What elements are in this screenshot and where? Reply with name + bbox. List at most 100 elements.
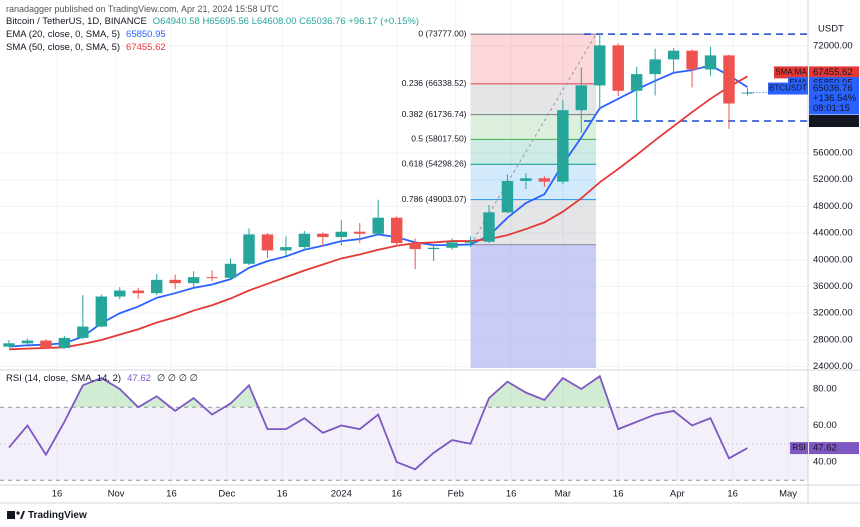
level-tag: [809, 115, 859, 128]
rsi-legend: RSI (14, close, SMA, 14, 2) 47.62 ∅ ∅ ∅ ∅: [6, 373, 204, 385]
quote: O64940.58 H65695.56 L64608.00 C65036.76 …: [152, 16, 420, 27]
sma-legend: SMA (50, close, 0, SMA, 5) 67455.62: [6, 42, 172, 54]
fib-label: 0.5 (58017.50): [411, 134, 466, 144]
candle-body: [372, 217, 384, 234]
x-tick-label: Feb: [448, 489, 464, 500]
fib-zone: [470, 83, 597, 115]
x-tick-label: Nov: [108, 489, 125, 500]
candle-body: [557, 110, 569, 182]
candle-body: [298, 233, 311, 248]
candle-layer: [3, 34, 808, 350]
x-tick-label: 16: [727, 489, 738, 500]
x-tick-label: 16: [506, 489, 517, 500]
x-tick-label: 16: [277, 489, 288, 500]
fib-trend: [470, 33, 597, 245]
legend-name: SMA (50, close, 0, SMA, 5): [6, 42, 121, 53]
candle-body: [243, 234, 255, 264]
legend-name: RSI (14, close, SMA, 14, 2): [6, 373, 122, 384]
candle-body: [667, 50, 680, 60]
candle-body: [464, 241, 477, 243]
x-tick-label: 2024: [331, 489, 352, 500]
fib-label: 0.786 (49003.07): [402, 194, 467, 204]
price-tag-value: 65036.76: [813, 83, 853, 94]
x-tick-label: May: [779, 489, 797, 500]
rsi-layer: [0, 374, 808, 481]
y-tick-label: 72000.00: [813, 41, 853, 52]
rsi-tag-name-box: [790, 442, 808, 455]
candle-body: [649, 59, 661, 75]
candle-body: [520, 178, 532, 181]
brand-logo: TradingView: [7, 510, 87, 521]
fib-zone: [470, 139, 597, 165]
candle-body: [21, 340, 34, 344]
candle-body: [40, 340, 52, 348]
rsi-tag-value: 47.62: [813, 443, 837, 454]
fib-label: 0.236 (66338.52): [402, 78, 467, 88]
candle-body: [427, 247, 440, 250]
candle-body: [704, 55, 717, 70]
tag-name: SMA:MA: [775, 68, 807, 77]
candle-body: [280, 247, 292, 251]
candle-body: [612, 45, 624, 91]
candle-body: [317, 233, 329, 238]
rsi-line: [8, 374, 748, 471]
tag-name-box: [774, 66, 808, 79]
rsi-tag-name: RSI: [792, 443, 805, 452]
fib-zone: [470, 114, 597, 140]
price-tag-countdown: 08:01:15: [813, 103, 850, 114]
price-tag-change: +136.54%: [813, 93, 857, 104]
x-tick-label: 16: [391, 489, 402, 500]
candle-body: [335, 231, 348, 238]
y-tick-label: 40000.00: [813, 254, 853, 265]
logo-mark: [16, 511, 20, 515]
level-tag-label: 60775.00: [813, 116, 853, 127]
fib-zone: [470, 164, 597, 200]
logo-mark: [20, 511, 25, 519]
symbol-title: Bitcoin / TetherUS, 1D, BINANCE: [6, 16, 147, 27]
x-tick-label: 16: [52, 489, 63, 500]
header: ranadagger published on TradingView.com,…: [6, 3, 285, 15]
candle-body: [354, 231, 366, 234]
rsi-tag-box: [809, 442, 859, 455]
fib-zone: [470, 34, 597, 84]
y-tick-label: 36000.00: [813, 281, 853, 292]
price-tag-name-box: [768, 82, 808, 95]
candle-body: [206, 277, 218, 279]
candle-body: [3, 343, 15, 347]
tag-value-box: [809, 66, 859, 79]
price-tag-box: [809, 82, 859, 115]
candle-body: [150, 279, 163, 294]
x-tick-label: Dec: [218, 489, 235, 500]
candle-body: [723, 55, 735, 104]
candle-body: [575, 85, 588, 111]
legend-extras: ∅ ∅ ∅ ∅: [156, 373, 198, 384]
fib-label: 0 (73777.00): [418, 28, 466, 38]
candle-body: [630, 74, 643, 91]
rsi-tick-label: 40.00: [813, 457, 837, 468]
candle-body: [686, 50, 698, 70]
candle-body: [594, 45, 606, 86]
price-legend: Bitcoin / TetherUS, 1D, BINANCE O64940.58…: [6, 16, 425, 28]
legend-value: 67455.62: [126, 42, 166, 53]
candle-body: [95, 296, 108, 327]
rsi-tick-label: 80.00: [813, 383, 837, 394]
x-tick-label: Mar: [555, 489, 571, 500]
candle-body: [132, 290, 144, 294]
y-tick-label: 28000.00: [813, 334, 853, 345]
indicator-line: [8, 75, 748, 351]
x-tick-label: 16: [613, 489, 624, 500]
y-tick-label: 44000.00: [813, 228, 853, 239]
x-tick-label: Apr: [670, 489, 685, 500]
fib-layer: 0 (73777.00) 0.236 (66338.52) 0.382 (61736…: [402, 28, 808, 368]
fib-label: 0.382 (61736.74): [402, 109, 467, 119]
candle-body: [409, 243, 421, 250]
candle-body: [446, 242, 458, 248]
candle-body: [261, 234, 274, 251]
brand: TradingView: [28, 510, 87, 521]
candle-body: [169, 279, 181, 284]
y-tick-label: 32000.00: [813, 308, 853, 319]
candle-body: [390, 217, 403, 244]
legend-value: 65850.95: [126, 29, 166, 40]
